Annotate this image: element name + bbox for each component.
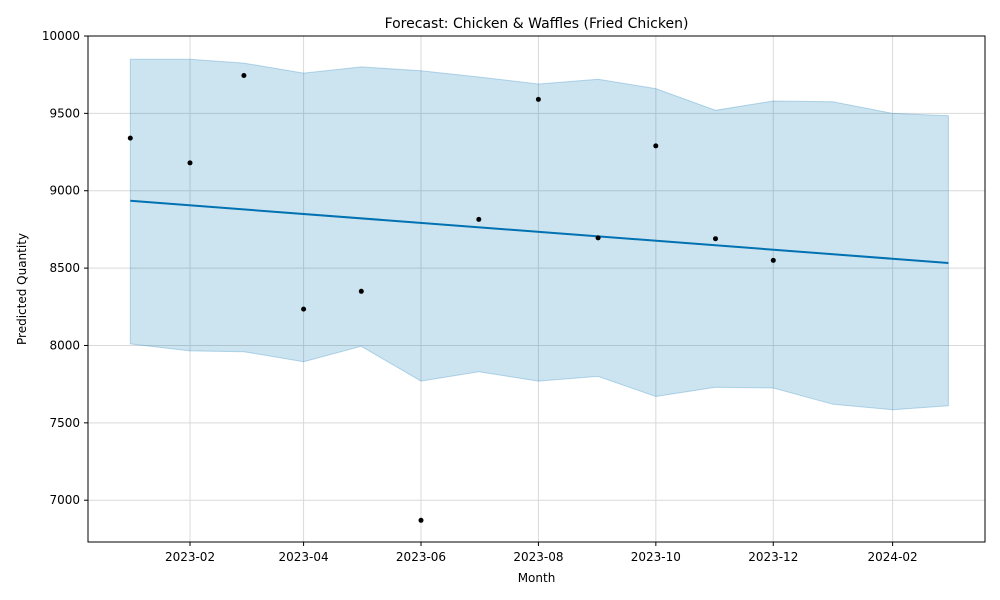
y-tick-label: 8000: [49, 338, 80, 352]
forecast-line-group: [130, 199, 949, 264]
y-tick-label: 10000: [42, 29, 80, 43]
x-tick-label: 2024-02: [868, 550, 918, 564]
y-axis-label: Predicted Quantity: [15, 233, 29, 345]
actual-point: [358, 288, 364, 294]
y-tick-label: 7500: [49, 416, 80, 430]
y-tick-label: 7000: [49, 493, 80, 507]
actual-point: [713, 236, 718, 242]
plot-frame: [87, 35, 986, 543]
chart-title: Forecast: Chicken & Waffles (Fried Chick…: [385, 16, 689, 32]
actual-point: [127, 135, 133, 141]
actual-point: [187, 160, 193, 166]
actual-point: [535, 96, 541, 102]
y-tick-label: 8500: [49, 261, 80, 275]
y-axis-ticks: 7000 7500 8000 8500 9000 9500 10000: [42, 29, 88, 507]
x-tick-label: 2023-10: [631, 550, 681, 564]
actual-point: [653, 143, 659, 149]
actual-point: [595, 235, 601, 241]
x-tick-label: 2023-12: [748, 550, 798, 564]
actual-point: [418, 517, 424, 523]
actual-point: [241, 73, 247, 78]
x-axis-ticks: 2023-02 2023-04 2023-06 2023-08 2023-10 2023-…: [165, 542, 918, 564]
actual-point: [770, 257, 776, 263]
x-tick-label: 2023-06: [396, 550, 446, 564]
forecast-line: [130, 199, 949, 264]
actual-point: [476, 216, 482, 222]
x-tick-label: 2023-02: [165, 550, 215, 564]
actual-points: [127, 73, 776, 523]
uncertainty-band: [129, 58, 949, 411]
x-tick-label: 2023-04: [279, 550, 329, 564]
y-tick-label: 9000: [49, 184, 80, 198]
y-tick-label: 9500: [49, 106, 80, 120]
uncertainty-band-area: [129, 58, 949, 411]
x-tick-label: 2023-08: [513, 550, 563, 564]
x-axis-label: Month: [518, 571, 556, 585]
actual-point: [301, 306, 307, 312]
